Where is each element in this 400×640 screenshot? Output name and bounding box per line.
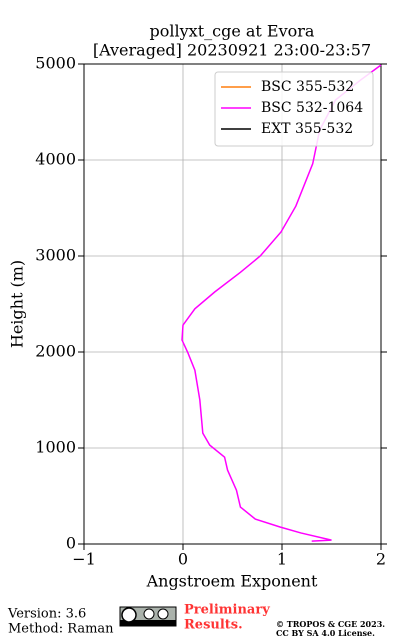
copyright: © TROPOS & CGE 2023.	[276, 619, 385, 629]
plot-frame	[83, 63, 382, 545]
x-tick-label: 1	[277, 550, 287, 569]
preliminary: Results.	[184, 618, 243, 633]
x-tick-label: 2	[376, 550, 386, 569]
legend-label: BSC 532-1064	[261, 100, 363, 116]
version: Version: 3.6	[7, 607, 86, 622]
legend-label: BSC 355-532	[261, 79, 354, 95]
y-axis-label: Height (m)	[8, 260, 27, 348]
x-tick-label: −1	[72, 550, 96, 569]
cc-icon	[119, 606, 177, 627]
method: Method: Raman	[8, 622, 114, 637]
legend-box	[214, 71, 374, 147]
y-tick-label: 1000	[35, 438, 76, 457]
copyright: CC BY SA 4.0 License.	[276, 628, 375, 638]
x-tick-label: 0	[178, 550, 188, 569]
y-tick-label: 4000	[35, 150, 76, 169]
legend-label: EXT 355-532	[261, 121, 353, 137]
chart-subtitle: [Averaged] 20230921 23:00-23:57	[93, 41, 371, 60]
preliminary: Preliminary	[184, 603, 270, 618]
y-tick-label: 5000	[35, 54, 76, 73]
y-tick-label: 2000	[35, 342, 76, 361]
x-axis-label: Angstroem Exponent	[146, 572, 318, 591]
chart-title: pollyxt_cge at Evora	[150, 22, 315, 41]
y-tick-label: 0	[66, 534, 76, 553]
y-tick-label: 3000	[35, 246, 76, 265]
data-line	[181, 64, 382, 542]
